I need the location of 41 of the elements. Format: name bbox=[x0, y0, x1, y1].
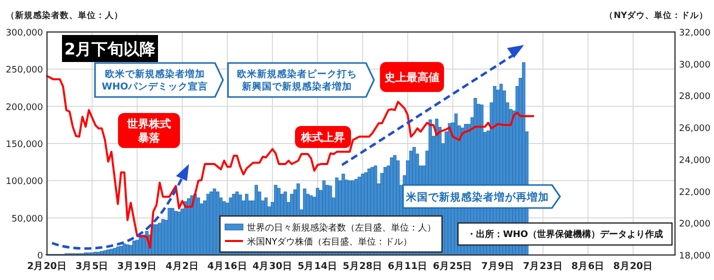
y2-tick-label: 32,000 bbox=[679, 28, 711, 38]
x-tick-label: 2月20日 bbox=[27, 261, 67, 272]
x-tick-label: 4月16日 bbox=[207, 261, 248, 272]
legend-label: 米国NYダウ株価（右目盛、単位：ドル） bbox=[247, 236, 412, 248]
y2-tick-label: 28,000 bbox=[679, 92, 711, 102]
y-tick-label: 150,000 bbox=[6, 140, 44, 150]
y-tick-label: 0 bbox=[37, 252, 44, 262]
y-tick-label: 250,000 bbox=[6, 66, 44, 76]
x-tick-label: 5月28日 bbox=[342, 261, 383, 272]
x-tick-label: 6月25日 bbox=[432, 261, 473, 272]
y2-tick-label: 30,000 bbox=[679, 60, 711, 70]
x-tick-label: 7月9日 bbox=[481, 261, 514, 272]
y2-tick-label: 26,000 bbox=[679, 124, 711, 134]
annotation: 株式上昇 bbox=[300, 130, 345, 144]
y-axis-title: （新規感染者数、単位：人） bbox=[6, 10, 123, 21]
y-tick-label: 200,000 bbox=[6, 102, 44, 113]
y2-tick-label: 20,000 bbox=[679, 220, 711, 230]
x-tick-label: 4月2日 bbox=[166, 261, 199, 272]
x-tick-label: 8月6日 bbox=[571, 261, 605, 272]
annotation: 史上最高値 bbox=[384, 70, 440, 84]
x-tick-label: 7月23日 bbox=[523, 261, 563, 272]
annotation: 欧米で新規感染者増加WHOパンデミック宣言 bbox=[102, 68, 208, 93]
annotation: 米国で新規感染者増が再増加 bbox=[405, 190, 549, 204]
annotation: 欧米新規感染者ピーク打ち新興国で新規感染者増加 bbox=[237, 68, 357, 93]
y2-tick-label: 22,000 bbox=[679, 188, 711, 198]
x-tick-label: 8月20日 bbox=[613, 261, 654, 272]
y2-tick-label: 24,000 bbox=[679, 156, 711, 166]
x-tick-label: 3月5日 bbox=[75, 261, 109, 272]
annotation: 世界株式暴落 bbox=[126, 117, 171, 145]
annotation: 2月下旬以降 bbox=[64, 39, 157, 58]
y2-axis-title: （NYダウ、単位：ドル） bbox=[604, 10, 708, 21]
annotation: ・出所：WHO（世界保健機構）データより作成 bbox=[466, 229, 664, 240]
x-tick-label: 3月19日 bbox=[117, 261, 158, 272]
y2-tick-label: 18,000 bbox=[679, 252, 711, 262]
y-tick-label: 100,000 bbox=[6, 177, 44, 188]
y-tick-label: 300,000 bbox=[6, 28, 44, 38]
x-tick-label: 4月30日 bbox=[252, 261, 292, 272]
y-tick-label: 50,000 bbox=[12, 214, 44, 224]
x-tick-label: 5月14日 bbox=[298, 261, 338, 272]
legend-label: 世界の日々新規感染者数（左目盛、単位：人） bbox=[247, 222, 436, 234]
x-tick-label: 6月11日 bbox=[388, 261, 428, 272]
